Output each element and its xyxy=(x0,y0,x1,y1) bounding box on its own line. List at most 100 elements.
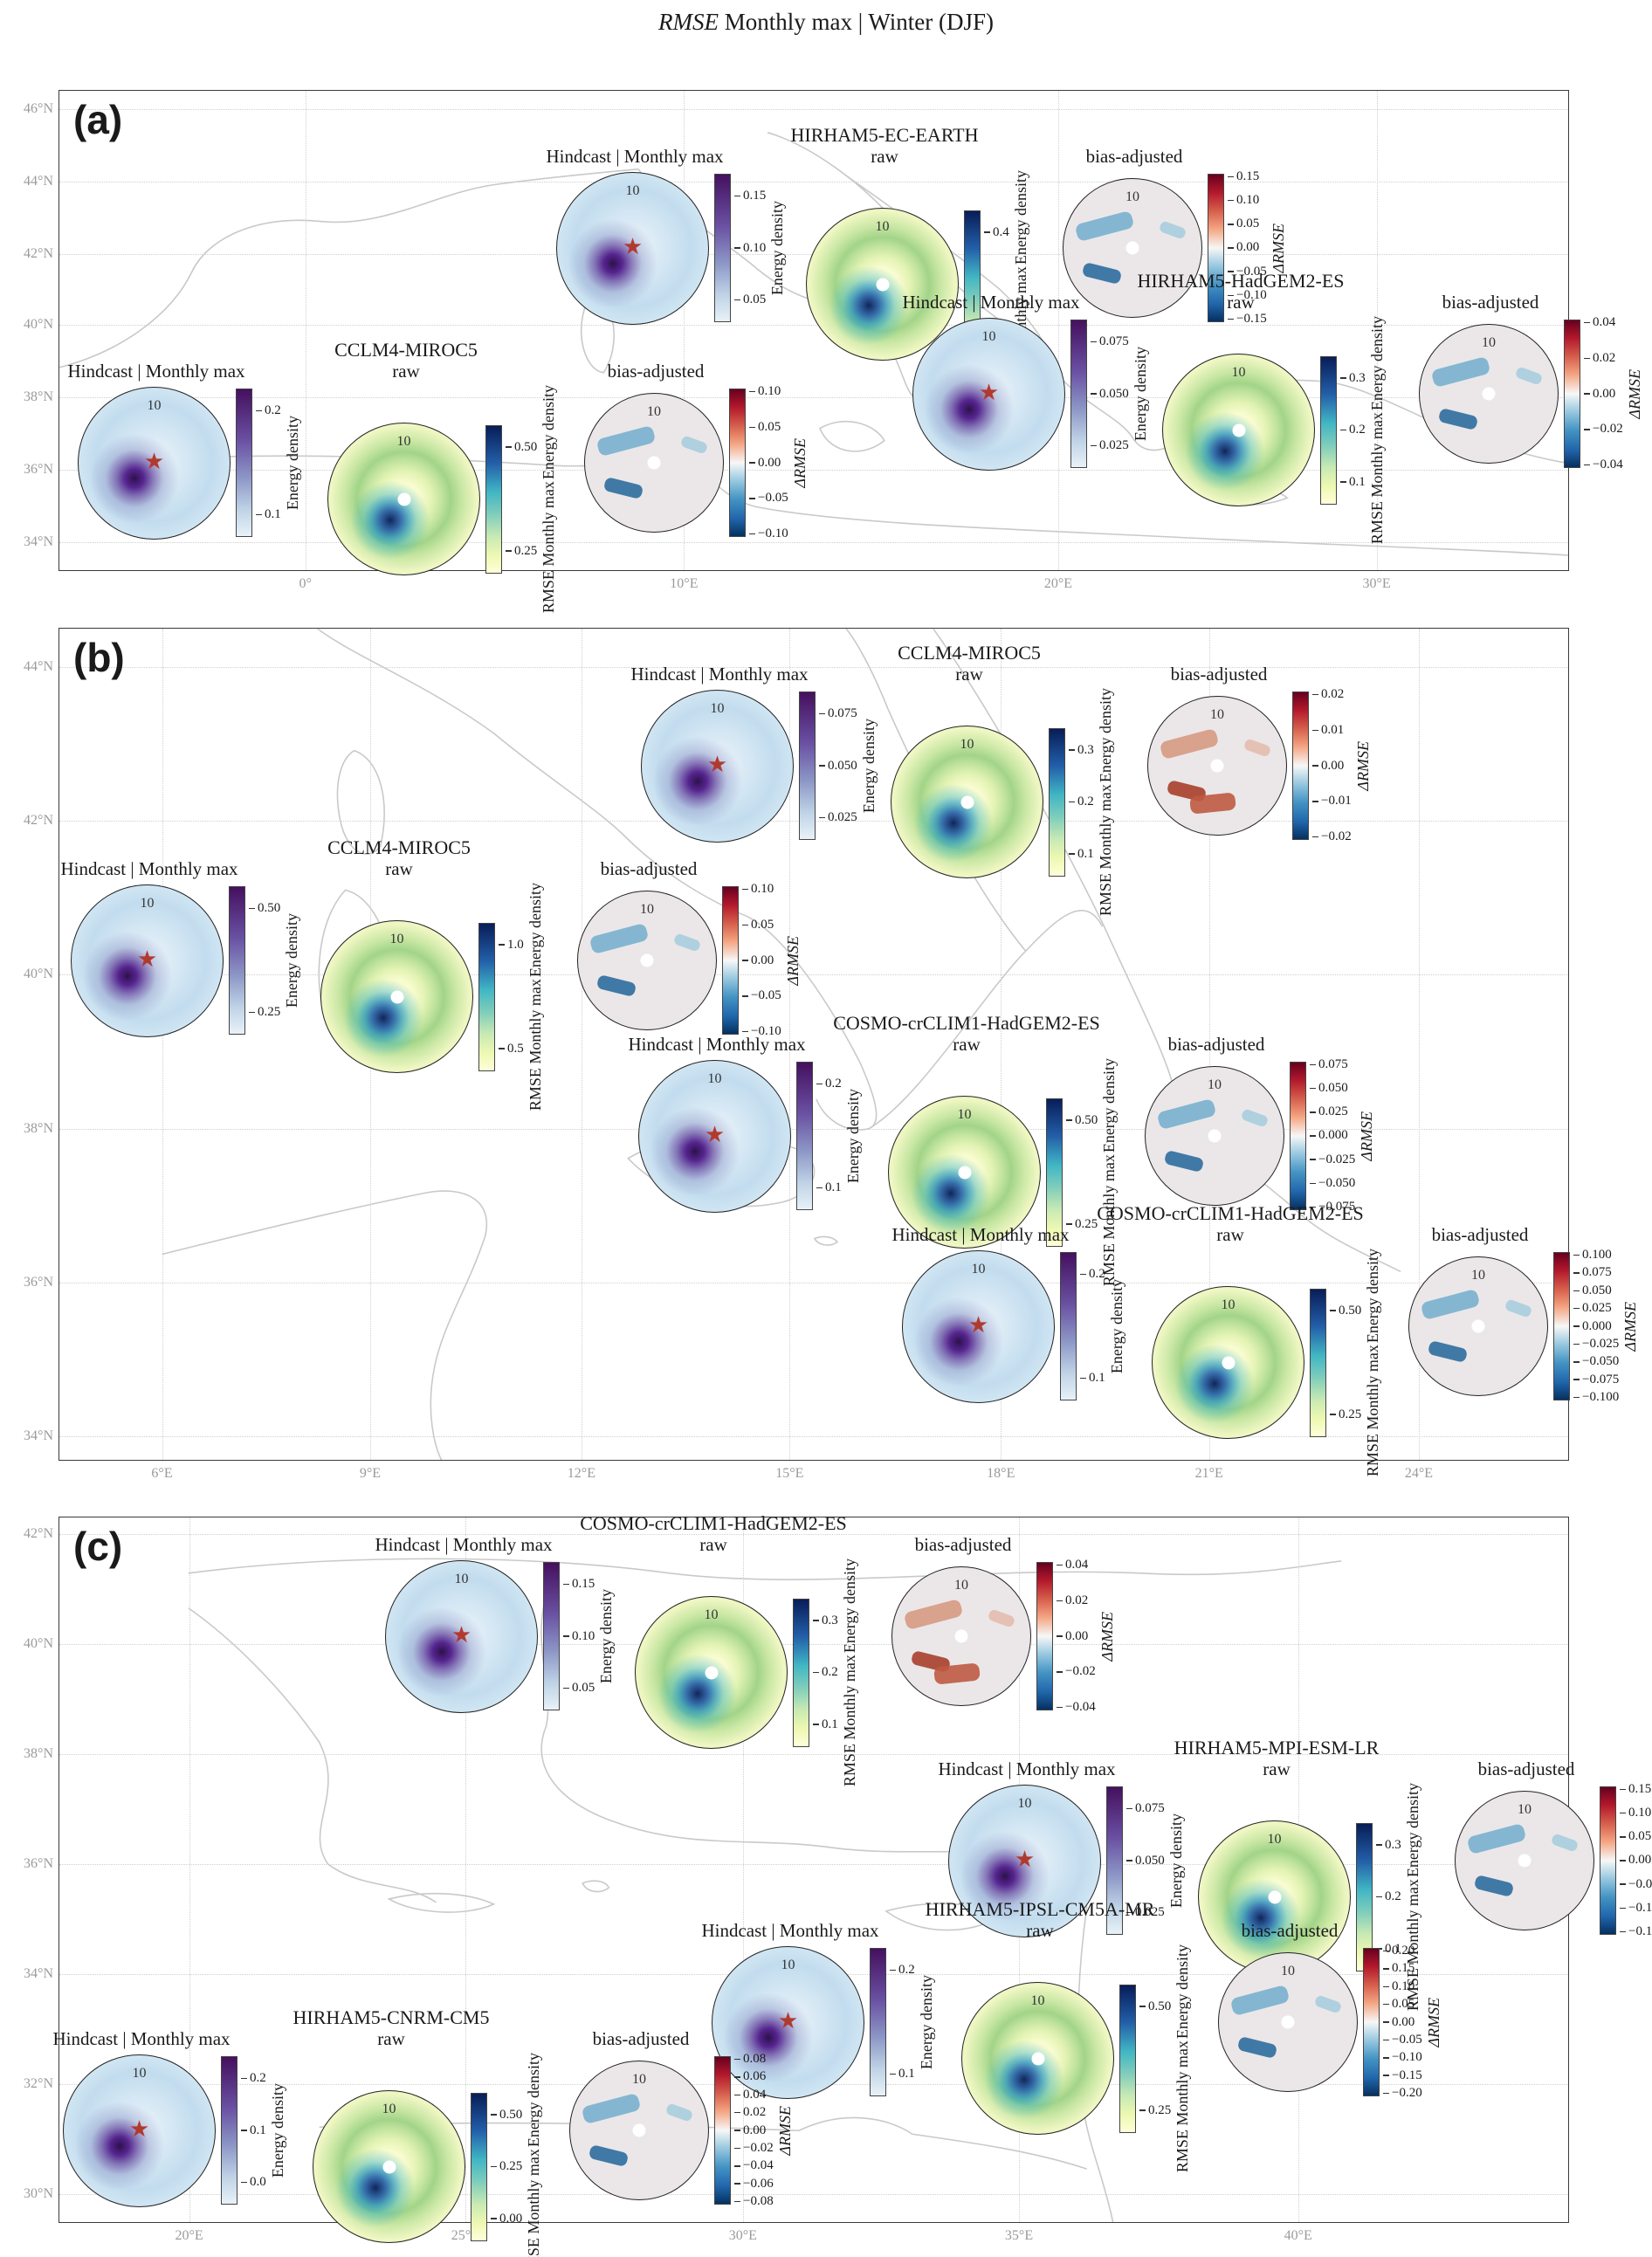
raw-polar-plot: 10 xyxy=(1198,1820,1351,1974)
lon-tick-label: 18°E xyxy=(987,1466,1015,1481)
colorbar-gradient xyxy=(236,389,252,537)
hindcast-polar-plot: 10 xyxy=(78,386,231,540)
colorbar-tick-label: 0.075 xyxy=(819,707,857,720)
gridline-v xyxy=(1376,91,1378,570)
bias-title: bias-adjusted xyxy=(1431,1223,1529,1245)
colorbar-tick-label: −0.10 xyxy=(749,527,788,540)
model-name: HIRHAM5-IPSL-CM5A-MR xyxy=(925,1897,1155,1920)
colorbar-tick-label: 1.0 xyxy=(499,938,524,952)
colorbar-tick-label: 0.2 xyxy=(813,1666,838,1679)
colorbar-tick-label: −0.04 xyxy=(734,2159,774,2172)
bias-patch xyxy=(602,476,644,500)
colorbar-tick-label: 0.2 xyxy=(1080,1268,1105,1281)
title-area: bias-adjusted xyxy=(1140,636,1298,685)
polar-center-dot xyxy=(1471,1319,1485,1333)
bias-patch xyxy=(595,974,637,998)
raw-plot-unit: CCLM4-MIROC5 raw 10 0.3 0.2 0.1 RMSE Month… xyxy=(891,636,1128,916)
colorbar-tick-label: 0.25 xyxy=(1139,2103,1171,2117)
colorbar-label: Energy density xyxy=(844,1089,862,1183)
gridline-h xyxy=(59,1644,1568,1646)
model-name: CCLM4-MIROC5 xyxy=(327,836,471,858)
colorbar-tick-label: 0.10 xyxy=(563,1629,595,1643)
colorbar-label: ΔRMSE xyxy=(1626,369,1643,419)
bias-polar-plot: 10 xyxy=(1408,1256,1548,1396)
bias-patch xyxy=(1156,1098,1217,1131)
lon-tick-label: 10°E xyxy=(670,576,699,591)
colorbar-ticks: 0.10 0.05 0.00 −0.05 −0.10 xyxy=(749,385,788,540)
colorbar-tick-label: 0.50 xyxy=(1139,1999,1171,2013)
lat-tick-label: 34°N xyxy=(24,534,53,550)
colorbar-tick-label: 0.2 xyxy=(1069,795,1094,809)
hindcast-plot-unit: Hindcast | Monthly max 10 0.15 0.10 0.05 E… xyxy=(375,1506,623,1714)
coastline-path xyxy=(818,421,885,452)
colorbar-tick-label: 0.00 xyxy=(1312,759,1352,773)
colorbar-tick-label: 0.1 xyxy=(1080,1372,1105,1385)
lon-tick-label: 12°E xyxy=(567,1466,595,1481)
title-area: Hindcast | Monthly max xyxy=(375,1506,552,1555)
colorbar-label: Energy density xyxy=(768,201,786,295)
bias-patch xyxy=(1242,738,1272,758)
radial-tick-label: 10 xyxy=(1221,1297,1236,1313)
plot-body: 10 0.15 0.10 0.05 Energy density xyxy=(556,170,786,326)
raw-polar-plot: 10 xyxy=(1152,1286,1304,1440)
hindcast-polar-plot: 10 xyxy=(63,2054,216,2207)
colorbar-label: ΔRMSE xyxy=(784,936,802,986)
colorbar-ticks: 0.50 0.25 xyxy=(1139,1981,1171,2137)
colorbar-tick-label: 0.1 xyxy=(890,2068,915,2081)
radial-tick-label: 10 xyxy=(1210,707,1224,722)
colorbar-tick-label: 0.050 xyxy=(1573,1283,1619,1297)
plot-body: 10 0.50 0.25 RMSE Monthly max Energy densi… xyxy=(327,385,557,613)
coastline-path xyxy=(868,910,1104,1130)
colorbar-tick-label: 0.10 xyxy=(749,385,788,398)
bias-polar-plot: 10 xyxy=(1145,1066,1284,1206)
colorbar-tick-label: 0.025 xyxy=(1091,439,1129,452)
bias-title: bias-adjusted xyxy=(1477,1758,1575,1779)
colorbar-ticks: 0.2 0.1 xyxy=(890,1944,915,2100)
bias-plot-unit: bias-adjusted 10 0.15 0.10 0.05 0.00 −0.05 −0… xyxy=(1056,118,1293,326)
lat-tick-label: 38°N xyxy=(24,389,53,405)
lat-tick-label: 38°N xyxy=(24,1121,53,1137)
colorbar-ticks: 0.04 0.02 0.00 −0.02 −0.04 xyxy=(1057,1559,1096,1714)
raw-title: raw xyxy=(1026,1919,1054,1941)
colorbar-label-line: ΔRMSE xyxy=(790,437,809,488)
bias-colorbar: 0.08 0.06 0.04 0.02 0.00 −0.02 −0.04 −0.06 −0.08… xyxy=(714,2053,794,2208)
bias-plot-unit: bias-adjusted 10 0.20 0.15 0.10 0.05 0.00 −0.… xyxy=(1211,1892,1449,2100)
radial-tick-label: 10 xyxy=(781,1957,795,1972)
title-area: HIRHAM5-IPSL-CM5A-MR raw xyxy=(926,1892,1155,1941)
title-area: bias-adjusted xyxy=(1448,1731,1605,1779)
raw-polar-plot: 10 xyxy=(635,1596,788,1750)
colorbar-tick-label: 0.05 xyxy=(1383,1998,1422,2011)
polar-center-dot xyxy=(1125,241,1139,255)
polar-center-dot xyxy=(1268,1890,1281,1904)
bias-title: bias-adjusted xyxy=(1085,145,1183,167)
bias-patch xyxy=(581,2092,642,2125)
colorbar-gradient xyxy=(1106,1786,1123,1935)
radial-tick-label: 10 xyxy=(1125,189,1139,204)
radial-tick-label: 10 xyxy=(971,1261,986,1276)
polar-center-dot xyxy=(1208,1129,1222,1143)
hindcast-plot-unit: Hindcast | Monthly max 10 0.075 0.050 0.02… xyxy=(902,264,1150,471)
hindcast-plot-unit: Hindcast | Monthly max 10 0.2 0.1 Energy … xyxy=(891,1196,1139,1404)
colorbar-tick-label: 0.3 xyxy=(1340,371,1366,385)
colorbar-tick-label: 0.10 xyxy=(734,241,766,255)
colorbar-ticks: 0.2 0.1 xyxy=(816,1058,842,1214)
bias-plot-unit: bias-adjusted 10 0.04 0.02 0.00 −0.02 −0.04 … xyxy=(1412,264,1649,471)
gridline-h xyxy=(59,542,1568,544)
colorbar-tick-label: 0.15 xyxy=(734,189,766,203)
lat-tick-label: 38°N xyxy=(24,1746,53,1762)
colorbar-gradient xyxy=(1060,1252,1077,1400)
colorbar-tick-label: −0.100 xyxy=(1573,1391,1619,1404)
title-area: Hindcast | Monthly max xyxy=(938,1731,1115,1779)
hindcast-title: Hindcast | Monthly max xyxy=(938,1758,1116,1779)
colorbar-tick-label: 0.04 xyxy=(734,2088,774,2102)
bias-colorbar: 0.04 0.02 0.00 −0.02 −0.04 ΔRMSE xyxy=(1564,316,1643,471)
bias-polar-plot: 10 xyxy=(1419,324,1559,464)
colorbar-tick-label: −0.01 xyxy=(1312,795,1352,808)
colorbar-tick-label: −0.02 xyxy=(1584,423,1623,436)
hindcast-title: Hindcast | Monthly max xyxy=(701,1919,879,1941)
coastline-path xyxy=(845,629,1027,952)
colorbar-tick-label: 0.05 xyxy=(734,293,766,306)
colorbar-label-line: Energy density xyxy=(1100,1058,1119,1153)
coastline-path xyxy=(387,1892,496,1913)
